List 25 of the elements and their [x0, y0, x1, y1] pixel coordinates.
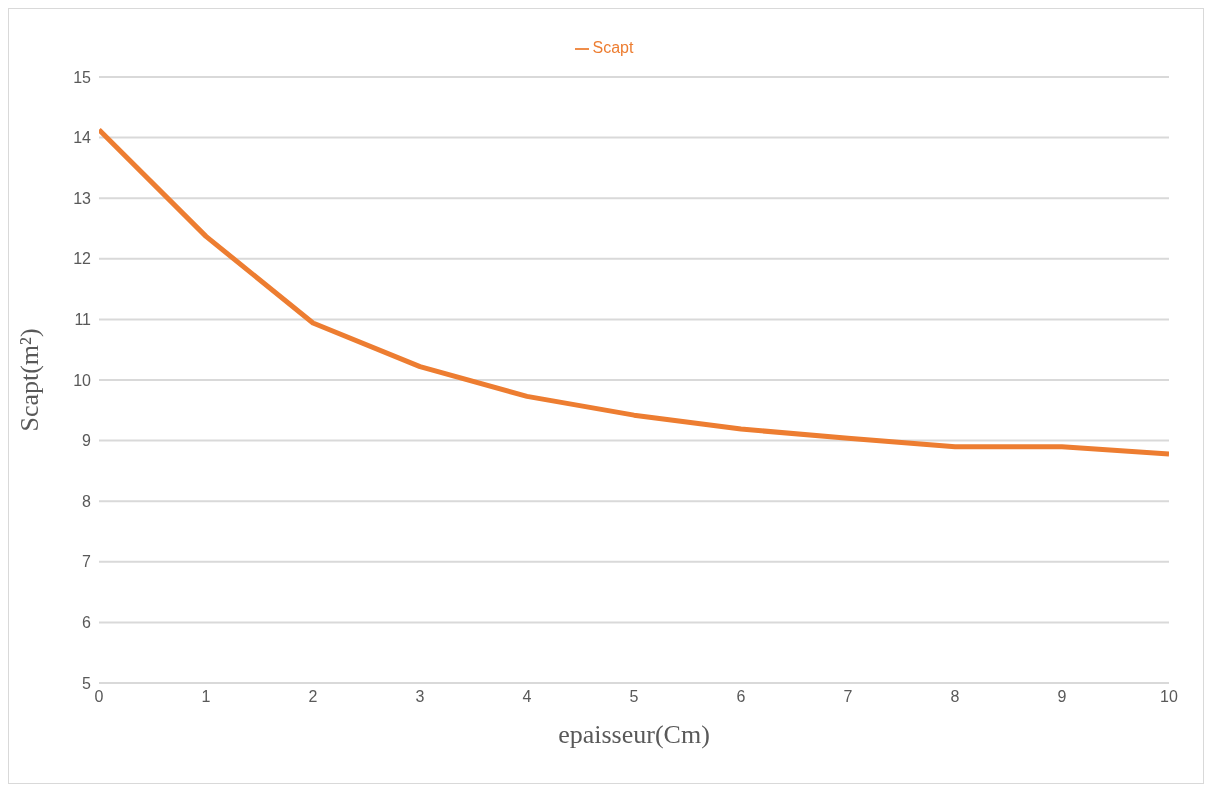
x-axis-title: epaisseur(Cm): [558, 720, 710, 749]
y-tick-label: 14: [73, 129, 92, 147]
y-tick-label: 11: [74, 311, 92, 329]
x-tick-label: 1: [201, 688, 211, 706]
y-tick-label: 15: [73, 68, 92, 86]
x-tick-label: 0: [94, 688, 104, 706]
y-tick-label: 8: [82, 492, 92, 510]
y-axis-title: Scapt(m²): [15, 328, 45, 432]
y-tick-label: 12: [73, 250, 92, 268]
x-tick-label: 10: [1160, 688, 1178, 706]
x-tick-label: 7: [843, 688, 853, 706]
y-tick-label: 6: [82, 614, 92, 632]
y-tick-label: 7: [82, 553, 92, 571]
x-tick-label: 4: [522, 688, 532, 706]
y-tick-label: 13: [73, 189, 92, 207]
y-tick-label: 9: [82, 432, 92, 450]
y-tick-label: 5: [82, 674, 92, 692]
legend-label: Scapt: [592, 39, 634, 56]
x-tick-label: 2: [308, 688, 318, 706]
x-tick-label: 9: [1057, 688, 1067, 706]
x-tick-label: 5: [629, 688, 639, 706]
x-tick-label: 6: [736, 688, 746, 706]
y-tick-label: 10: [73, 371, 92, 389]
x-tick-label: 3: [415, 688, 425, 706]
x-tick-label: 8: [950, 688, 960, 706]
